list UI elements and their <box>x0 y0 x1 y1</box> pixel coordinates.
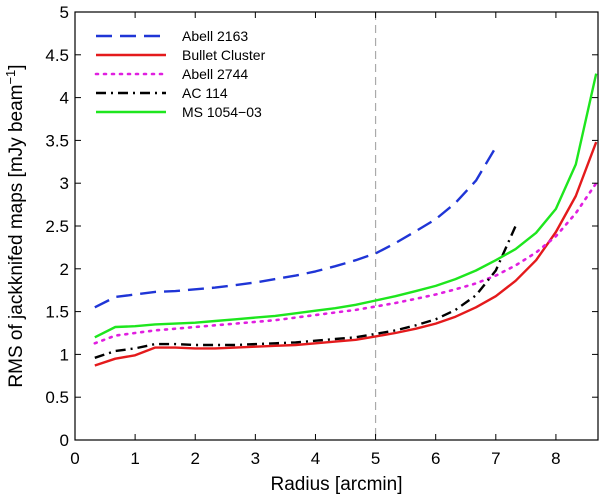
x-tick-label: 6 <box>431 449 440 468</box>
y-tick-label: 4 <box>60 89 69 108</box>
x-tick-label: 4 <box>311 449 320 468</box>
y-tick-label: 0.5 <box>45 388 69 407</box>
x-tick-label: 7 <box>491 449 500 468</box>
legend-label-abell-2163: Abell 2163 <box>182 28 248 44</box>
y-axis-title-main: RMS of jackknifed maps [mJy beam <box>6 85 27 388</box>
legend-label-ms-1054-03: MS 1054−03 <box>182 104 262 120</box>
y-tick-label: 2 <box>60 260 69 279</box>
y-tick-label: 2.5 <box>45 217 69 236</box>
y-tick-label: 3.5 <box>45 131 69 150</box>
series-line-ac-114 <box>94 225 517 359</box>
legend-label-bullet-cluster: Bullet Cluster <box>182 47 266 63</box>
y-tick-label: 5 <box>60 3 69 22</box>
x-tick-label: 1 <box>130 449 139 468</box>
y-axis-title: RMS of jackknifed maps [mJy beam−1] <box>3 64 27 387</box>
x-tick-label: 8 <box>551 449 560 468</box>
y-tick-label: 1.5 <box>45 303 69 322</box>
series-line-abell-2163 <box>94 146 497 309</box>
legend: Abell 2163 Bullet Cluster Abell 2744 AC 114… <box>94 28 266 120</box>
legend-label-abell-2744: Abell 2744 <box>182 66 248 82</box>
y-tick-label: 0 <box>60 431 69 450</box>
x-axis-title: Radius [arcmin] <box>271 474 403 495</box>
y-tick-label: 3 <box>60 174 69 193</box>
series-layer <box>93 73 598 367</box>
x-tick-label: 2 <box>190 449 199 468</box>
y-axis-title-close: ] <box>6 64 27 69</box>
x-tick-label: 5 <box>371 449 380 468</box>
series-line-abell-2744 <box>93 181 598 345</box>
x-tick-label: 3 <box>251 449 260 468</box>
legend-label-ac-114: AC 114 <box>182 85 228 101</box>
tick-layer: 0 1 2 3 4 5 6 7 8 0 0.5 1 1.5 2 2.5 3 3.5 4 4.5 5 <box>45 3 598 468</box>
series-line-bullet-cluster <box>94 141 598 367</box>
y-axis-title-superscript: −1 <box>3 70 18 85</box>
x-tick-label: 0 <box>70 449 79 468</box>
plot-frame <box>74 11 599 441</box>
series-line-ms-1054-03 <box>94 73 598 339</box>
y-tick-label: 1 <box>60 345 69 364</box>
y-tick-label: 4.5 <box>45 46 69 65</box>
